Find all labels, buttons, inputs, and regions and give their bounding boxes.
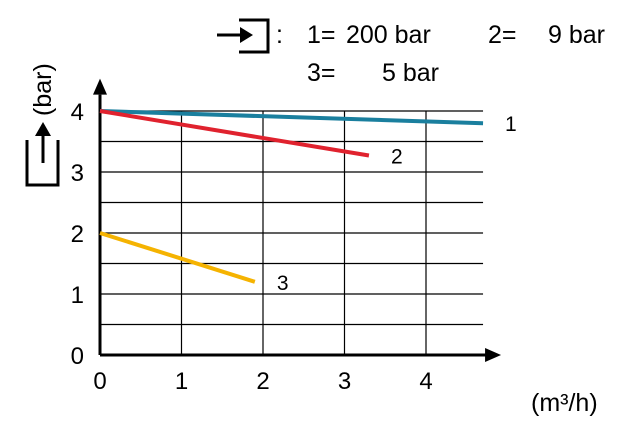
legend-entry-1-number: 1= xyxy=(307,21,336,49)
x-tick-label: 3 xyxy=(338,368,351,395)
x-tick-label: 2 xyxy=(256,368,269,395)
y-tick-label: 3 xyxy=(71,160,84,187)
series-label-1: 1 xyxy=(505,113,517,136)
legend-colon: : xyxy=(276,21,283,49)
legend-entry-1-value: 200 bar xyxy=(346,21,431,49)
series-label-2: 2 xyxy=(391,146,403,169)
x-axis-label: (m³/h) xyxy=(531,389,598,417)
series-line-2 xyxy=(99,109,370,158)
grid xyxy=(100,110,484,355)
tick-labels: 0 1 2 3 4 0 1 2 3 4 xyxy=(71,99,433,395)
series-line-3 xyxy=(99,231,256,284)
legend-entry-2-value: 9 bar xyxy=(548,21,605,49)
y-axis-arrow-icon xyxy=(93,78,107,95)
y-tick-label: 4 xyxy=(71,99,84,126)
legend-entry-3-value: 5 bar xyxy=(382,59,439,87)
series-lines xyxy=(99,109,484,284)
x-axis-arrow-icon xyxy=(485,348,502,362)
x-tick-label: 1 xyxy=(175,368,188,395)
y-axis-label: (bar) xyxy=(29,63,57,116)
legend-entry-2-number: 2= xyxy=(488,21,517,49)
legend-entry-3-number: 3= xyxy=(307,59,336,87)
y-tick-label: 2 xyxy=(71,221,84,248)
x-tick-label: 4 xyxy=(419,368,432,395)
series-label-3: 3 xyxy=(277,272,289,295)
series-line-1 xyxy=(99,109,484,126)
inlet-pressure-icon xyxy=(217,18,270,54)
axes xyxy=(93,78,502,362)
outlet-pressure-icon xyxy=(25,122,60,187)
y-tick-label: 0 xyxy=(71,343,84,370)
y-tick-label: 1 xyxy=(71,282,84,309)
series-labels: 1 2 3 xyxy=(277,113,517,295)
x-tick-label: 0 xyxy=(93,368,106,395)
